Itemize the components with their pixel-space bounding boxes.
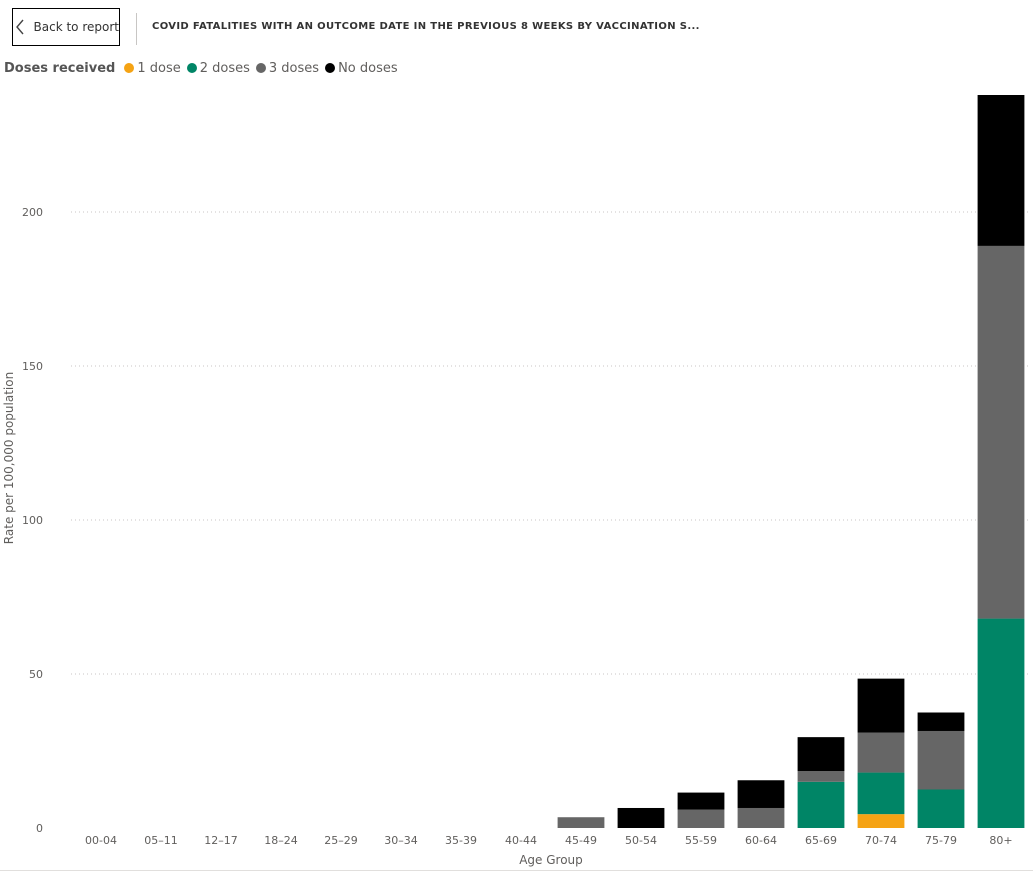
bar-80+-3-doses[interactable] xyxy=(977,245,1025,619)
x-tick-label-7: 40-44 xyxy=(505,834,537,847)
bar-65-69-2-doses[interactable] xyxy=(797,781,845,828)
bar-75-79-2-doses[interactable] xyxy=(917,789,965,828)
bar-55-59-no-doses[interactable] xyxy=(677,792,725,810)
y-tick-label-0: 0 xyxy=(36,822,43,835)
legend-label-3-doses: 3 doses xyxy=(268,60,320,76)
x-tick-label-10: 55-59 xyxy=(685,834,717,847)
bar-70-74-1-dose[interactable] xyxy=(857,814,905,828)
bar-80+-2-doses[interactable] xyxy=(977,618,1025,828)
legend-item-3-doses[interactable]: 3 doses xyxy=(255,60,320,76)
bar-50-54-no-doses[interactable] xyxy=(617,807,665,828)
legend-title: Doses received xyxy=(4,60,116,76)
y-tick-label-150: 150 xyxy=(22,360,43,373)
bar-65-69-3-doses[interactable] xyxy=(797,771,845,782)
header-divider xyxy=(136,13,137,45)
x-tick-label-8: 45-49 xyxy=(565,834,597,847)
x-axis-title: Age Group xyxy=(519,853,583,867)
bar-70-74-3-doses[interactable] xyxy=(857,732,905,773)
chart-title: COVID FATALITIES WITH AN OUTCOME DATE IN… xyxy=(152,21,700,32)
y-axis-title: Rate per 100,000 population xyxy=(2,372,16,544)
y-tick-label-50: 50 xyxy=(29,668,43,681)
back-to-report-button[interactable]: Back to report xyxy=(12,8,120,46)
x-tick-label-5: 30–34 xyxy=(384,834,418,847)
bar-60-64-3-doses[interactable] xyxy=(737,807,785,828)
bar-55-59-3-doses[interactable] xyxy=(677,809,725,828)
y-tick-label-200: 200 xyxy=(22,206,43,219)
legend-dot-no-doses xyxy=(325,63,336,73)
chevron-left-icon xyxy=(13,8,28,46)
x-tick-label-4: 25–29 xyxy=(324,834,358,847)
back-button-label: Back to report xyxy=(33,20,119,34)
legend-item-no-doses[interactable]: No doses xyxy=(325,61,398,76)
x-tick-label-12: 65-69 xyxy=(805,834,837,847)
legend-dot-2-doses xyxy=(186,63,197,73)
x-tick-label-3: 18–24 xyxy=(264,834,298,847)
bar-60-64-no-doses[interactable] xyxy=(737,780,785,808)
x-tick-label-11: 60-64 xyxy=(745,834,777,847)
bar-75-79-3-doses[interactable] xyxy=(917,730,965,790)
x-tick-label-0: 00-04 xyxy=(85,834,117,847)
bar-75-79-no-doses[interactable] xyxy=(917,712,965,731)
x-tick-label-9: 50-54 xyxy=(625,834,657,847)
x-tick-label-15: 80+ xyxy=(989,834,1012,847)
legend-label-2-doses: 2 doses xyxy=(199,60,250,76)
y-tick-label-100: 100 xyxy=(22,514,43,527)
bar-70-74-no-doses[interactable] xyxy=(857,678,905,733)
page-bottom-border xyxy=(0,870,1033,871)
bar-45-49-3-doses[interactable] xyxy=(557,817,605,828)
x-tick-label-2: 12–17 xyxy=(204,834,238,847)
legend-item-2-doses[interactable]: 2 doses xyxy=(186,60,250,76)
legend-dot-3-doses xyxy=(255,63,266,73)
x-tick-label-13: 70-74 xyxy=(865,834,897,847)
x-tick-label-6: 35-39 xyxy=(445,834,477,847)
legend-dot-1-dose xyxy=(124,63,135,73)
legend-label-no-doses: No doses xyxy=(338,60,398,76)
legend-label-1-dose: 1 dose xyxy=(137,60,181,76)
legend-item-1-dose[interactable]: 1 dose xyxy=(124,60,181,76)
bar-65-69-no-doses[interactable] xyxy=(797,737,845,772)
bar-70-74-2-doses[interactable] xyxy=(857,772,905,815)
bar-80+-no-doses[interactable] xyxy=(977,95,1025,246)
x-tick-label-1: 05–11 xyxy=(144,834,178,847)
chart-legend: Doses received 1 dose 2 doses 3 doses No… xyxy=(4,59,404,77)
x-tick-label-14: 75-79 xyxy=(925,834,957,847)
